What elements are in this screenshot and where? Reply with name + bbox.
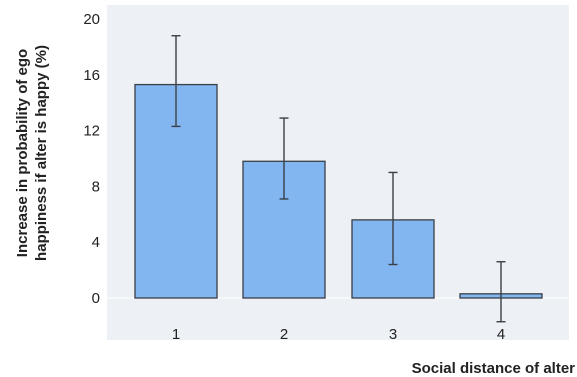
y-tick-label-20: 20 [83, 11, 100, 28]
y-tick-label-16: 16 [83, 67, 100, 84]
x-axis-label: Social distance of alter [412, 360, 576, 377]
y-tick-label-8: 8 [92, 178, 100, 195]
y-tick-label-0: 0 [92, 290, 100, 307]
bars-group [107, 35, 569, 323]
x-tick-label-4: 4 [497, 326, 505, 343]
y-axis-ticks: 0 4 8 12 16 20 [83, 11, 100, 307]
y-axis-label-line-2: happiness if alter is happy (%) [33, 45, 50, 261]
x-tick-label-1: 1 [172, 326, 180, 343]
x-tick-label-2: 2 [280, 326, 288, 343]
y-tick-label-12: 12 [83, 123, 100, 140]
y-axis-label-line-1: Increase in probability of ego [14, 49, 31, 257]
x-tick-label-3: 3 [389, 326, 397, 343]
y-tick-label-4: 4 [92, 234, 100, 251]
x-axis-ticks: 1 2 3 4 [172, 326, 505, 343]
